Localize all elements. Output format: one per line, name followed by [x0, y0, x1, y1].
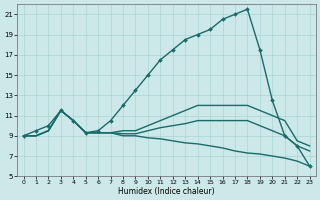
X-axis label: Humidex (Indice chaleur): Humidex (Indice chaleur)	[118, 187, 215, 196]
